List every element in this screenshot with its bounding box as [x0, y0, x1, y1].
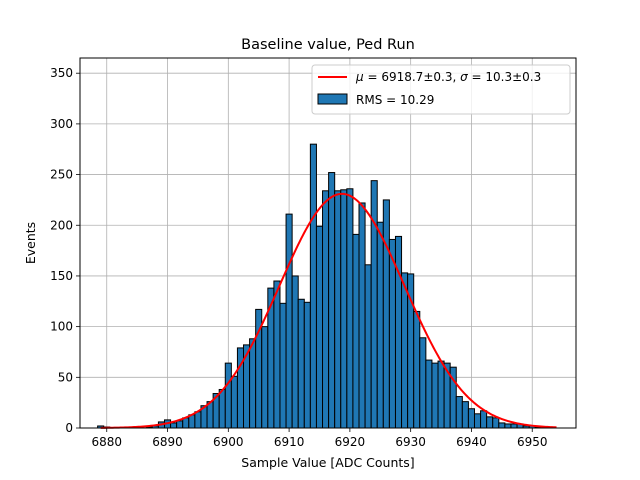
histogram-bar [261, 326, 269, 429]
y-tick-label: 350 [50, 66, 73, 80]
histogram-bar [376, 221, 384, 429]
legend-sigma-value: = 10.3±0.3 [468, 70, 542, 84]
y-axis-ticks: 0 50 100 150 200 250 300 350 [50, 66, 80, 435]
histogram-bar [401, 272, 409, 429]
legend-box [311, 64, 571, 115]
legend-mu-value: = 6918.7±0.3, [364, 70, 460, 84]
x-tick-label: 6900 [213, 435, 244, 449]
histogram-bar [492, 417, 500, 429]
histogram-bar [455, 396, 463, 429]
histogram-bar [218, 388, 226, 429]
legend-mu-symbol: μ [355, 70, 364, 84]
legend-label-histogram: RMS = 10.29 [356, 93, 434, 107]
histogram-bar [279, 302, 287, 429]
histogram-bar [498, 422, 506, 429]
histogram-bar [510, 423, 518, 429]
histogram-bar [388, 238, 396, 429]
histogram-bars [97, 143, 555, 429]
histogram-bar [382, 199, 390, 429]
x-tick-label: 6890 [152, 435, 183, 449]
x-tick-label: 6910 [274, 435, 305, 449]
histogram-bar [504, 423, 512, 429]
y-tick-label: 300 [50, 117, 73, 131]
histogram-bar [315, 225, 324, 429]
x-axis-ticks: 6880 6890 6900 6910 6920 6930 6940 6950 [91, 428, 548, 449]
histogram-bar [230, 375, 238, 429]
legend-label-fit: μ = 6918.7±0.3, σ = 10.3±0.3 [355, 70, 541, 84]
histogram-bar [291, 275, 299, 429]
gaussian-fit-curve [100, 192, 557, 429]
histogram-bar [309, 143, 317, 429]
histogram-bar [285, 213, 293, 429]
legend-swatch-histogram [317, 93, 348, 105]
x-tick-label: 6930 [395, 435, 426, 449]
histogram-bar [413, 310, 421, 429]
x-tick-label: 6940 [456, 435, 487, 449]
histogram-bar [352, 233, 360, 429]
histogram-bar [224, 362, 232, 429]
histogram-bar [425, 359, 433, 429]
histogram-bar [473, 413, 482, 429]
x-tick-label: 6880 [91, 435, 122, 449]
histogram-bar [249, 338, 257, 429]
plot-frame [79, 57, 577, 429]
histogram-bar [273, 280, 281, 429]
x-tick-label: 6950 [517, 435, 548, 449]
histogram-bar [170, 422, 178, 429]
histogram-bar [461, 401, 469, 429]
histogram-bar [194, 411, 202, 429]
y-tick-label: 250 [50, 168, 73, 182]
histogram-bar [322, 190, 330, 429]
histogram-bar [328, 172, 336, 429]
chart-title: Baseline value, Ped Run [241, 37, 415, 53]
histogram-bar [480, 410, 488, 429]
histogram-bar [467, 408, 475, 429]
legend-sigma-symbol: σ [460, 70, 468, 84]
x-axis-label: Sample Value [ADC Counts] [241, 455, 414, 470]
histogram-bar [297, 298, 305, 429]
histogram-bar [303, 301, 311, 429]
y-tick-label: 150 [50, 269, 73, 283]
legend: μ = 6918.7±0.3, σ = 10.3±0.3 RMS = 10.29 [311, 64, 571, 115]
histogram-bar [334, 190, 342, 429]
y-tick-label: 50 [58, 370, 73, 384]
y-tick-label: 200 [50, 218, 73, 232]
histogram-bar [346, 188, 354, 429]
histogram-bar [419, 337, 427, 429]
histogram-bar [431, 362, 439, 429]
histogram-bar [176, 420, 184, 429]
x-tick-label: 6920 [335, 435, 366, 449]
y-axis-label: Events [23, 222, 38, 264]
histogram-bar [358, 202, 366, 429]
histogram-bar [486, 416, 494, 429]
histogram-bar [437, 360, 445, 429]
histogram-bar [364, 264, 372, 429]
y-tick-label: 0 [65, 421, 73, 435]
histogram-bar [340, 189, 348, 429]
y-tick-label: 100 [50, 320, 73, 334]
